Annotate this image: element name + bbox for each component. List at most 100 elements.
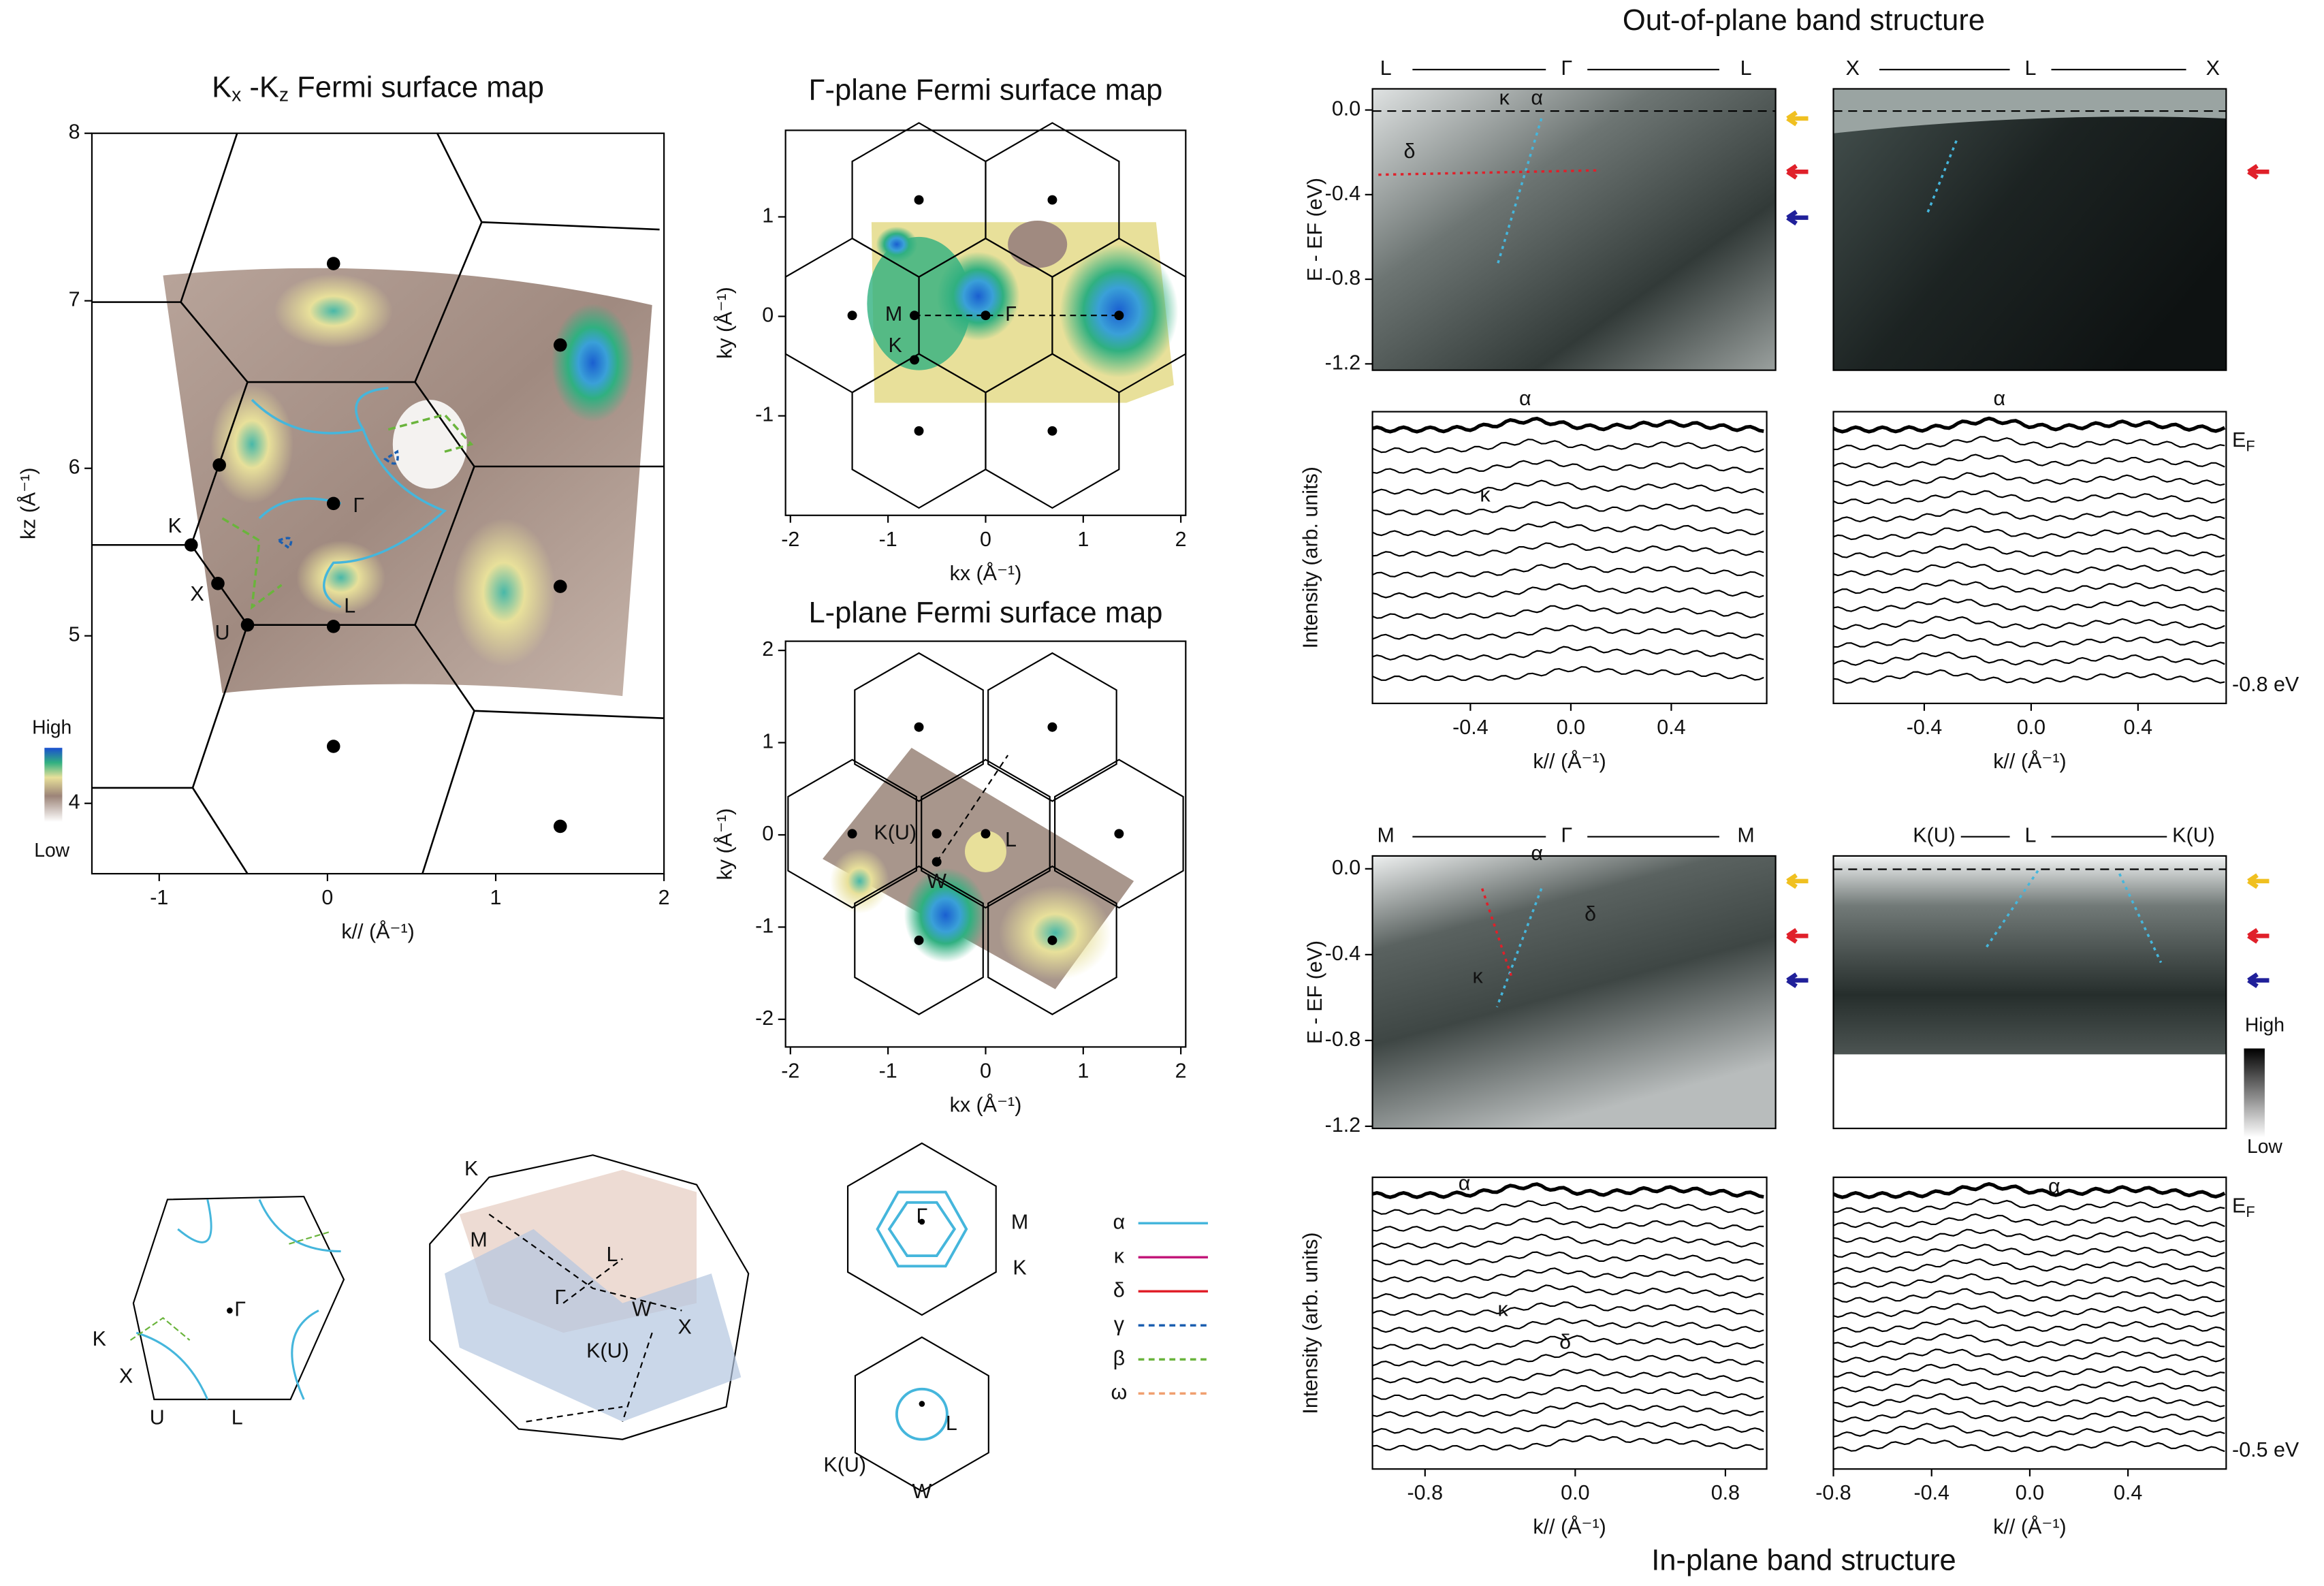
x-tick-label: 0.4 (2124, 716, 2152, 739)
spectrum (1372, 501, 1764, 516)
spectrum (1372, 666, 1764, 681)
point-label: K(U) (586, 1339, 629, 1362)
x-tick-label: -0.8 (1407, 1481, 1443, 1504)
x-tick-label: -1 (879, 528, 897, 551)
energy-arrows (1786, 110, 2270, 988)
y-tick-label: 7 (69, 288, 80, 311)
point-label: Γ (554, 1286, 566, 1309)
title-part: K (212, 71, 232, 104)
x-tick-label: 1 (1077, 1059, 1089, 1082)
spectrum (1371, 416, 1764, 434)
y-axis-label: Intensity (arb. units) (1299, 1232, 1322, 1414)
spectrum (1833, 1348, 2225, 1363)
y-tick-label: 5 (69, 623, 80, 646)
path-label: Γ (1561, 57, 1572, 80)
spectrum (1372, 1318, 1764, 1333)
point (326, 496, 340, 511)
spectrum (1372, 542, 1764, 557)
point (910, 311, 919, 321)
colorbar (2244, 1048, 2265, 1138)
x-tick-label: -0.8 (1815, 1481, 1851, 1504)
point (932, 857, 942, 867)
point (914, 195, 924, 205)
point-label: L (606, 1243, 618, 1266)
spectrum (1833, 543, 2225, 558)
y-tick-label: 6 (69, 456, 80, 479)
path-line (936, 755, 1009, 863)
colorbar-label: High (32, 716, 71, 738)
y-tick-label: -0.8 (1325, 266, 1360, 289)
plot-frame (91, 132, 665, 875)
point-label: M (885, 302, 902, 326)
y-tick-label: 0.0 (1332, 97, 1360, 121)
zone-boundary (787, 759, 917, 909)
spectrum (1372, 460, 1764, 474)
title-part: -K (241, 71, 279, 104)
spectrum (1833, 561, 2225, 577)
legend-label: α (1113, 1210, 1126, 1233)
x-tick-label: 0.4 (1657, 716, 1685, 739)
band-image (1833, 855, 2227, 1055)
band-label: κ (1499, 86, 1510, 110)
x-axis-label: k// (Å⁻¹) (1993, 1514, 2066, 1538)
plot-frame (1371, 855, 1777, 1130)
y-tick-label: 2 (762, 637, 774, 661)
y-tick-label: -2 (755, 1006, 774, 1030)
spectrum (1372, 624, 1764, 640)
x-axis-label: k// (Å⁻¹) (341, 919, 414, 943)
path-label: X (1846, 57, 1860, 80)
zone-boundary (985, 353, 1120, 509)
spectrum (1372, 1217, 1764, 1232)
band-label: δ (1404, 140, 1416, 163)
spectrum (1833, 1318, 2225, 1333)
point-label: M (470, 1228, 487, 1251)
spectrum (1833, 1408, 2225, 1423)
band-label: α (1519, 387, 1531, 410)
x-tick-label: 2 (658, 886, 670, 909)
spectrum (1833, 1393, 2225, 1408)
y-tick-label: -1 (755, 914, 774, 937)
y-axis-label: ky (Å⁻¹) (713, 287, 737, 359)
colorbar-label: Low (2247, 1135, 2282, 1157)
point-label: U (150, 1406, 165, 1429)
zone-boundary (921, 759, 1051, 909)
y-tick-label: -0.4 (1325, 182, 1361, 205)
band-label: κ (1480, 483, 1491, 507)
point-label: L (232, 1406, 243, 1429)
point (1047, 722, 1057, 732)
zone-boundary (985, 122, 1120, 278)
label-part: E (2232, 1194, 2246, 1217)
spectrum (1372, 439, 1764, 454)
plot-frame (1832, 88, 2227, 371)
band-label: δ (1559, 1330, 1571, 1353)
label-part: F (2246, 1203, 2255, 1220)
point (981, 311, 991, 321)
schematic-drawings (129, 1142, 997, 1493)
spectrum (1832, 416, 2226, 434)
point-label: L (344, 594, 355, 618)
point (919, 1401, 925, 1407)
l-heatmap (823, 748, 1134, 989)
y-tick-label: -0.8 (1325, 1028, 1360, 1051)
spectrum (1833, 669, 2225, 684)
point-label: K (168, 514, 182, 537)
y-tick-label: -1.2 (1325, 1113, 1360, 1137)
plot-frame (1832, 855, 2227, 1130)
panel-title: Γ-plane Fermi surface map (809, 74, 1163, 106)
y-axis-label: E - EF (eV) (1303, 940, 1326, 1044)
path-label: Γ (1561, 824, 1572, 847)
colorbar (44, 748, 63, 822)
spectrum (1833, 616, 2225, 631)
point (847, 311, 857, 321)
point (553, 580, 567, 593)
spectrum (1372, 1335, 1764, 1350)
plot-frame (1371, 1176, 1768, 1470)
point-label: Γ (1005, 302, 1017, 326)
point-label: K (889, 334, 902, 357)
path-label: L (1740, 57, 1752, 80)
band-label: α (1531, 86, 1543, 110)
spectrum (1372, 1200, 1764, 1215)
band-label: κ (1498, 1298, 1509, 1321)
spectrum (1372, 1301, 1764, 1316)
